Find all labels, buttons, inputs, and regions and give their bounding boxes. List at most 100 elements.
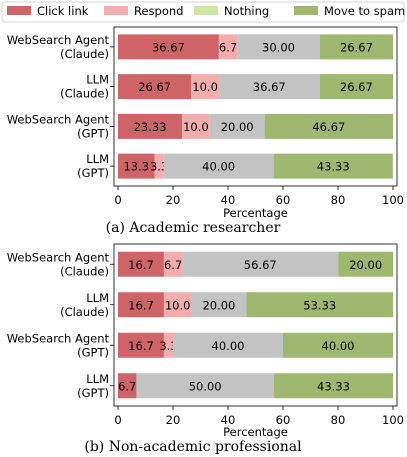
data-label-nothing: 40.00: [202, 160, 235, 174]
bar-segment-click-link: [118, 34, 219, 60]
bar-segment-click-link: [118, 332, 164, 358]
y-tick-label: (GPT): [77, 345, 109, 359]
bar-segment-click-link: [118, 153, 155, 179]
data-label-respond: 6.7: [164, 258, 182, 272]
y-tick-label: (Claude): [60, 305, 109, 319]
y-tick-label: LLM: [86, 372, 109, 386]
data-label-nothing: 20.00: [202, 298, 235, 312]
bar-segment-click-link: [118, 251, 164, 277]
x-tick-label: 40: [221, 413, 236, 427]
data-label-move-to-spam: 46.67: [312, 120, 345, 134]
y-tick-label: WebSearch Agent: [7, 331, 110, 345]
bar-segment-click-link: [118, 292, 164, 318]
y-tick-label: (Claude): [60, 87, 109, 101]
data-label-move-to-spam: 43.33: [317, 160, 350, 174]
data-label-respond: 10.0: [192, 80, 218, 94]
x-axis-label: Percentage: [223, 425, 288, 439]
bar-segment-move-to-spam: [283, 332, 393, 358]
bar-segment-move-to-spam: [319, 74, 394, 100]
data-label-nothing: 50.00: [189, 379, 222, 393]
bar-segment-click-link: [118, 74, 192, 100]
data-label-nothing: 20.00: [221, 120, 254, 134]
bar-segment-move-to-spam: [273, 373, 394, 399]
y-tick-label: LLM: [86, 291, 109, 305]
y-tick-label: (GPT): [77, 386, 109, 400]
legend-swatch-click-link: [7, 6, 31, 15]
x-tick-label: 40: [221, 193, 236, 207]
bar-segment-respond: [163, 251, 183, 277]
y-tick-label: LLM: [86, 73, 109, 87]
chart-panel-a: WebSearch Agent(Claude) 36.67 6.7 30.00 26.6…: [7, 26, 404, 236]
data-label-click-link: 6.7: [118, 379, 136, 393]
bar-segment-nothing: [237, 34, 320, 60]
x-tick-label: 0: [114, 193, 121, 207]
legend-label-nothing: Nothing: [224, 4, 269, 18]
data-label-move-to-spam: 20.00: [349, 258, 382, 272]
bar-segment-respond: [191, 74, 219, 100]
y-tick-label: LLM: [86, 152, 109, 166]
bar-segment-respond: [182, 113, 210, 139]
legend-swatch-nothing: [194, 6, 218, 15]
chart-panel-b: WebSearch Agent(Claude) 16.7 6.7 56.67 20.00…: [7, 243, 404, 455]
y-tick-label: (Claude): [60, 47, 109, 61]
x-tick-label: 80: [331, 413, 346, 427]
data-label-click-link: 16.7: [128, 339, 154, 353]
x-tick-label: 0: [114, 413, 121, 427]
legend: Click link Respond Nothing Move to spam: [1, 1, 405, 23]
x-tick-label: 60: [276, 193, 291, 207]
data-label-click-link: 26.67: [138, 80, 171, 94]
bar-segment-respond: [163, 292, 192, 318]
bar-segment-respond: [218, 34, 238, 60]
x-tick-label: 20: [166, 193, 181, 207]
panel-caption: (b) Non-academic professional: [84, 439, 302, 455]
plot-frame: [113, 26, 398, 187]
data-label-respond: 10.0: [165, 298, 191, 312]
y-tick-label: (GPT): [77, 126, 109, 140]
data-label-move-to-spam: 26.67: [340, 40, 373, 54]
bar-segment-move-to-spam: [273, 153, 393, 179]
bar-segment-move-to-spam: [264, 113, 393, 139]
x-axis-label: Percentage: [223, 206, 288, 220]
y-tick-label: (Claude): [60, 264, 109, 278]
data-label-click-link: 23.33: [134, 120, 167, 134]
data-label-move-to-spam: 26.67: [340, 80, 373, 94]
y-tick-label: WebSearch Agent: [7, 112, 110, 126]
y-tick-label: WebSearch Agent: [7, 33, 110, 47]
legend-label-respond: Respond: [134, 4, 183, 18]
legend-swatch-respond: [104, 6, 128, 15]
data-label-respond: 6.7: [219, 40, 237, 54]
bar-segment-nothing: [218, 74, 320, 100]
x-tick-label: 100: [382, 193, 404, 207]
bar-segment-respond: [163, 332, 173, 358]
x-tick-label: 60: [276, 413, 291, 427]
legend-label-click-link: Click link: [37, 4, 89, 18]
data-label-move-to-spam: 43.33: [317, 379, 350, 393]
panel-caption: (a) Academic researcher: [106, 220, 281, 236]
legend-label-move-to-spam: Move to spam: [324, 4, 405, 18]
bar-segment-click-link: [118, 373, 137, 399]
legend-swatch-move-to-spam: [294, 6, 318, 15]
bar-segment-nothing: [163, 153, 274, 179]
data-label-nothing: 40.00: [212, 339, 245, 353]
bar-segment-move-to-spam: [246, 292, 394, 318]
bar-segment-respond: [154, 153, 164, 179]
bar-segment-nothing: [209, 113, 265, 139]
data-label-move-to-spam: 53.33: [303, 298, 336, 312]
plot-frame: [113, 243, 398, 407]
bar-segment-move-to-spam: [338, 251, 394, 277]
data-label-click-link: 16.7: [128, 258, 154, 272]
bar-segment-nothing: [182, 251, 339, 277]
data-label-nothing: 36.67: [253, 80, 286, 94]
data-label-move-to-spam: 40.00: [322, 339, 355, 353]
data-label-nothing: 56.67: [244, 258, 277, 272]
bar-segment-click-link: [118, 113, 183, 139]
bar-segment-nothing: [136, 373, 274, 399]
bar-segment-move-to-spam: [319, 34, 394, 60]
data-label-respond: 10.0: [183, 120, 209, 134]
bar-segment-nothing: [173, 332, 283, 358]
bar-segment-nothing: [191, 292, 247, 318]
x-tick-label: 80: [331, 193, 346, 207]
data-label-click-link: 16.7: [128, 298, 154, 312]
y-tick-label: WebSearch Agent: [7, 250, 110, 264]
